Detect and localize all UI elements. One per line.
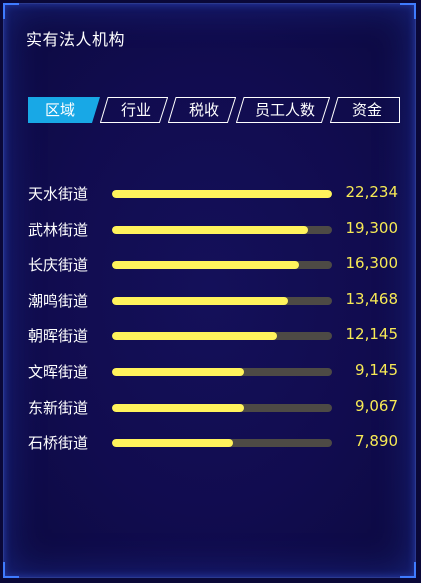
count-value: 16,300 [345, 254, 399, 272]
tab-shape [100, 97, 168, 123]
category-tabs: 区域 行业 税收 员工人数 资金 [28, 97, 400, 123]
tab-capital[interactable]: 资金 [330, 97, 400, 123]
street-name: 石桥街道 [28, 434, 89, 452]
bar-track [112, 297, 332, 305]
ranking-row: 文晖街道 9,145 [28, 354, 402, 390]
bar-track [112, 332, 332, 340]
tab-label: 区域 [44, 101, 75, 119]
street-name: 文晖街道 [28, 363, 89, 381]
tab-shape [168, 97, 236, 123]
street-name: 武林街道 [28, 221, 89, 239]
bar-track [112, 439, 332, 447]
count-value: 9,145 [355, 361, 398, 379]
ranking-row: 朝晖街道 12,145 [28, 318, 402, 354]
bar-fill [112, 261, 299, 269]
ranking-row: 石桥街道 7,890 [28, 425, 402, 461]
bar-fill [112, 297, 288, 305]
tab-shape [28, 97, 100, 123]
tab-label: 员工人数 [254, 101, 315, 119]
panel-title: 实有法人机构 [26, 30, 126, 49]
street-name: 长庆街道 [28, 256, 89, 274]
tab-industry[interactable]: 行业 [100, 97, 168, 123]
corner-decoration [3, 562, 19, 578]
count-value: 22,234 [345, 183, 399, 201]
count-value: 7,890 [355, 432, 398, 450]
bar-fill [112, 332, 277, 340]
count-value: 13,468 [345, 290, 399, 308]
street-name: 东新街道 [28, 399, 89, 417]
tab-label: 资金 [351, 101, 382, 119]
bar-fill [112, 226, 308, 234]
ranking-row: 东新街道 9,067 [28, 390, 402, 426]
bar-track [112, 368, 332, 376]
ranking-row: 天水街道 22,234 [28, 176, 402, 212]
bar-track [112, 226, 332, 234]
bar-track [112, 404, 332, 412]
tab-employees[interactable]: 员工人数 [236, 97, 330, 123]
tab-region[interactable]: 区域 [28, 97, 100, 123]
tab-label: 税收 [188, 101, 219, 119]
ranking-row: 武林街道 19,300 [28, 212, 402, 248]
bar-fill [112, 404, 244, 412]
tab-label: 行业 [120, 101, 151, 119]
corner-decoration [400, 562, 416, 578]
street-name: 潮鸣街道 [28, 292, 89, 310]
bar-fill [112, 190, 332, 198]
tab-tax[interactable]: 税收 [168, 97, 236, 123]
street-name: 朝晖街道 [28, 327, 89, 345]
bar-track [112, 190, 332, 198]
ranking-row: 潮鸣街道 13,468 [28, 283, 402, 319]
corner-decoration [3, 3, 19, 19]
ranking-row: 长庆街道 16,300 [28, 247, 402, 283]
bar-track [112, 261, 332, 269]
corner-decoration [400, 3, 416, 19]
count-value: 12,145 [345, 325, 399, 343]
bar-fill [112, 368, 244, 376]
tab-shape [236, 97, 330, 123]
street-name: 天水街道 [28, 185, 89, 203]
legal-entities-panel: 实有法人机构 区域 行业 税收 员工人数 资金 天水街道 22,234 武林街道 19,300… [3, 3, 416, 578]
tab-shape [330, 97, 400, 123]
bar-fill [112, 439, 233, 447]
count-value: 9,067 [355, 397, 398, 415]
count-value: 19,300 [345, 219, 399, 237]
